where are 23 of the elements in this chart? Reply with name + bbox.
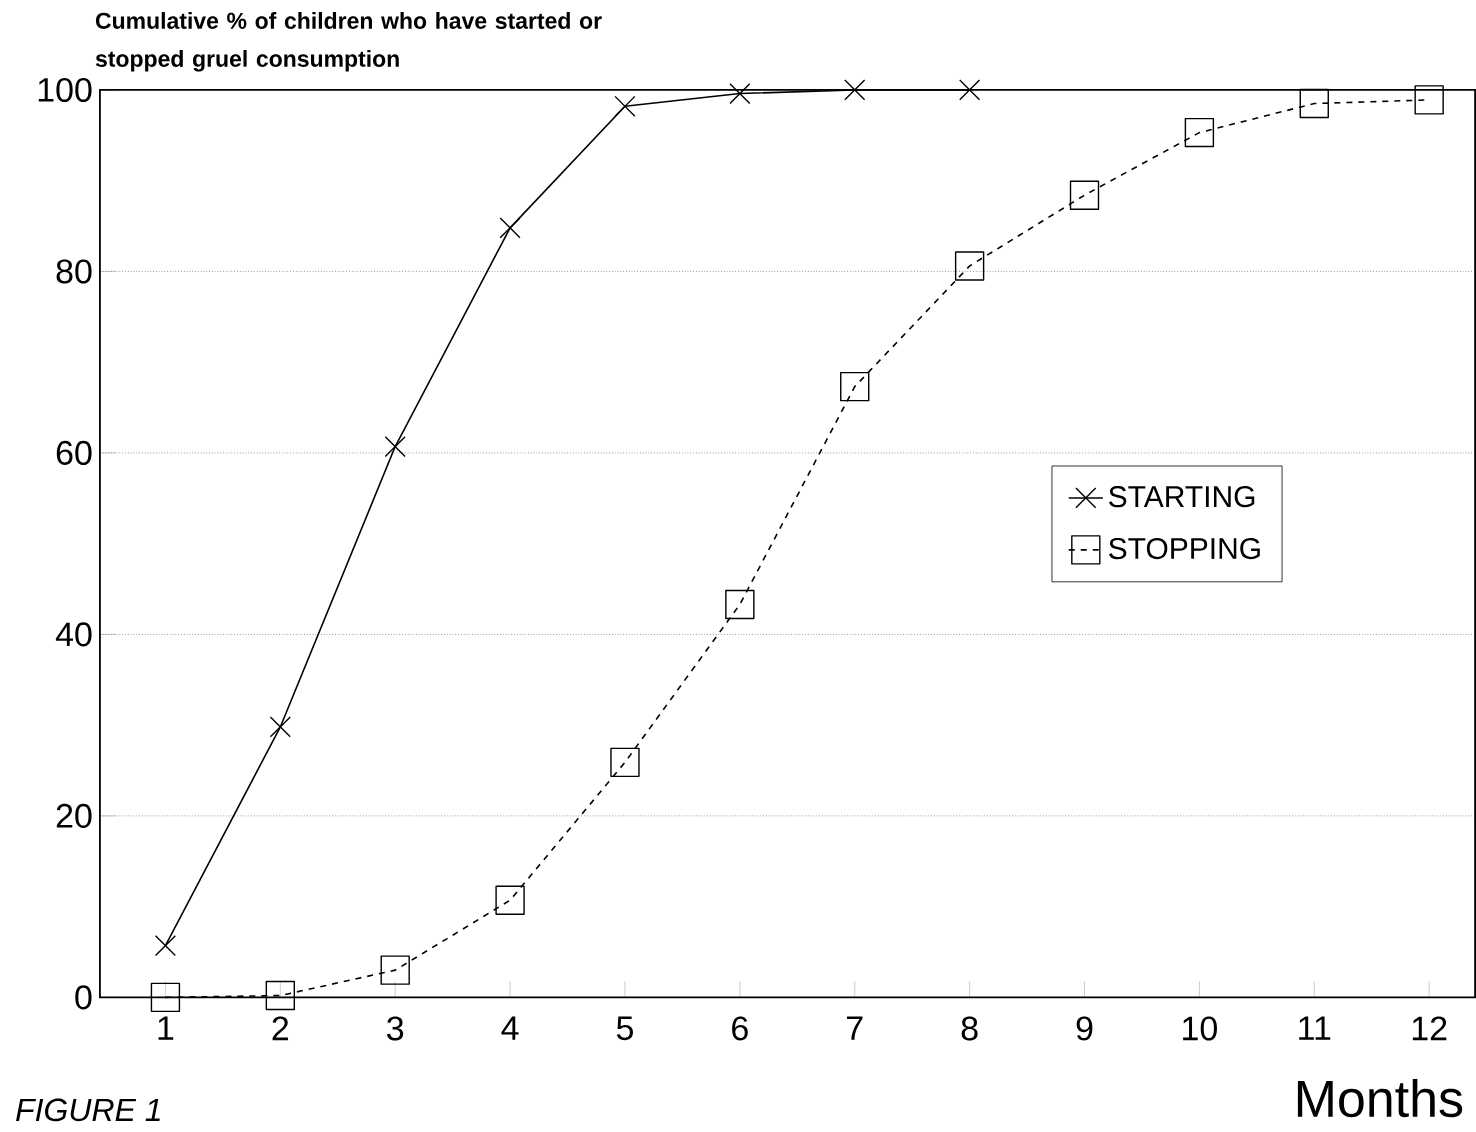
x-axis-title: Months — [1297, 1078, 1463, 1118]
x-tick-label: 9 — [1076, 1016, 1093, 1041]
legend-label: STARTING — [1109, 485, 1255, 508]
caption: FIGURE 1 — [16, 1098, 160, 1122]
x-tick-label: 12 — [1412, 1016, 1447, 1041]
x-tick-label: 11 — [1299, 1016, 1331, 1040]
x-tick-label: 8 — [961, 1016, 978, 1041]
y-axis-title: Cumulative % of children who have started or stopped gruel consumption — [95, 11, 602, 72]
y-tick-label: 80 — [56, 259, 92, 284]
x-tick-label: 5 — [616, 1016, 633, 1041]
y-tick-label: 40 — [55, 622, 92, 647]
x-tick-label: 7 — [847, 1016, 863, 1040]
x-tick-label: 3 — [387, 1016, 404, 1041]
x-tick-label: 6 — [732, 1016, 748, 1041]
legend-label: STOPPING — [1109, 537, 1260, 559]
x-tick-label: 10 — [1183, 1016, 1217, 1041]
y-tick-label: 0 — [75, 985, 92, 1010]
y-tick-label: 20 — [56, 803, 92, 828]
y-tick-label: 60 — [56, 440, 92, 465]
x-tick-label: 4 — [501, 1016, 519, 1040]
x-tick-label: 2 — [272, 1016, 289, 1041]
x-tick-label: 1 — [158, 1016, 174, 1040]
y-tick-label: 100 — [38, 77, 92, 102]
